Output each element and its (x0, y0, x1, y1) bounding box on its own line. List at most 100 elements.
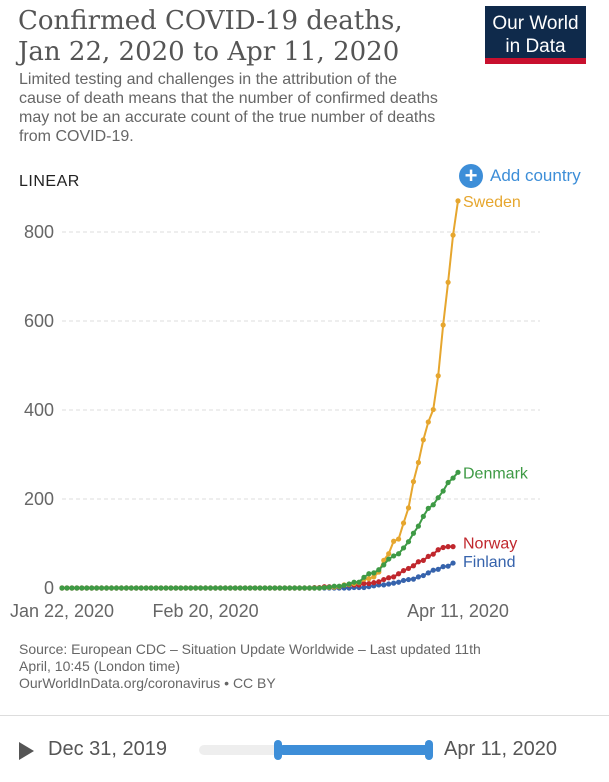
data-point (321, 584, 327, 591)
data-point (445, 279, 451, 285)
source-line-3: OurWorldInData.org/coronavirus • CC BY (19, 675, 276, 691)
series-line (62, 471, 459, 589)
owid-logo[interactable]: Our World in Data (485, 6, 586, 64)
logo-line-1: Our World (492, 13, 579, 34)
data-point (415, 574, 421, 580)
data-point (64, 585, 70, 591)
data-point (386, 575, 392, 581)
divider (0, 715, 609, 716)
data-point (277, 585, 283, 591)
data-point (415, 459, 421, 466)
data-point (371, 574, 377, 580)
data-point (371, 580, 377, 586)
data-point (356, 579, 362, 585)
data-point (430, 502, 436, 508)
data-point (148, 585, 154, 591)
data-point (435, 566, 441, 572)
y-tick-label: 400 (24, 400, 54, 420)
data-point (366, 571, 372, 577)
add-country-button[interactable]: + Add country (459, 164, 581, 188)
data-point (405, 505, 412, 511)
title-line-2: Jan 22, 2020 to Apr 11, 2020 (18, 37, 400, 67)
data-point (287, 585, 293, 591)
data-point (168, 585, 174, 591)
data-point (94, 585, 100, 591)
data-point (158, 585, 164, 591)
series-label-norway: Norway (463, 536, 517, 553)
data-point (376, 567, 382, 573)
x-tick-label: Feb 20, 2020 (153, 601, 259, 621)
series-label-denmark: Denmark (463, 465, 529, 482)
data-point (405, 576, 412, 583)
data-point (262, 585, 268, 591)
scale-toggle[interactable]: LINEAR (19, 173, 80, 190)
data-point (202, 585, 209, 591)
data-point (361, 584, 367, 591)
plus-icon: + (459, 164, 483, 188)
x-tick-label: Apr 11, 2020 (407, 601, 509, 621)
data-point (84, 585, 90, 591)
data-point (217, 585, 223, 591)
timeline-start-handle[interactable] (274, 740, 283, 760)
series-lines (59, 198, 461, 591)
data-point (440, 488, 446, 494)
logo-line-2: in Data (505, 36, 566, 57)
data-point (371, 570, 377, 576)
data-point (133, 585, 139, 591)
data-point (435, 547, 441, 553)
data-point (386, 551, 392, 557)
data-point (410, 530, 417, 536)
data-point (193, 585, 199, 591)
data-point (445, 563, 451, 569)
data-point (410, 576, 417, 582)
data-point (74, 585, 80, 591)
data-point (450, 475, 456, 481)
data-point (430, 551, 436, 557)
series-line (62, 200, 459, 589)
data-point (198, 585, 204, 591)
data-point (391, 574, 397, 580)
data-point (420, 513, 426, 519)
y-tick-label: 600 (24, 311, 54, 331)
data-point (366, 576, 372, 582)
data-point (396, 571, 402, 577)
data-point (450, 560, 456, 566)
series-sweden (59, 198, 461, 591)
data-point (89, 585, 95, 591)
chart-subtitle: Limited testing and challenges in the at… (19, 71, 438, 145)
data-point (297, 585, 303, 591)
x-tick-label: Jan 22, 2020 (10, 601, 114, 621)
data-point (415, 523, 421, 529)
data-point (163, 585, 169, 591)
timeline-end-label: Apr 11, 2020 (444, 738, 558, 760)
data-point (440, 564, 446, 570)
data-point (361, 574, 367, 580)
data-point (103, 585, 110, 591)
data-point (415, 559, 421, 565)
add-country-label: Add country (490, 166, 581, 185)
play-icon[interactable] (19, 742, 34, 760)
data-point (405, 539, 412, 545)
data-point (455, 198, 461, 204)
series-label-finland: Finland (463, 554, 515, 571)
data-point (420, 437, 426, 443)
timeline-range-fill (278, 745, 431, 755)
timeline-start-label: Dec 31, 2019 (48, 738, 167, 760)
data-point (128, 585, 134, 591)
data-point (396, 579, 402, 585)
data-point (435, 495, 441, 501)
data-point (405, 565, 412, 572)
data-point (366, 580, 372, 587)
data-point (361, 580, 367, 587)
data-point (396, 551, 402, 557)
data-point (420, 557, 426, 564)
data-point (420, 572, 426, 579)
timeline-end-handle[interactable] (425, 740, 433, 760)
timeline-track[interactable] (199, 740, 433, 760)
data-point (396, 536, 402, 542)
data-point (108, 585, 115, 591)
data-point (59, 585, 65, 591)
data-point (425, 505, 431, 511)
data-point (267, 585, 273, 591)
